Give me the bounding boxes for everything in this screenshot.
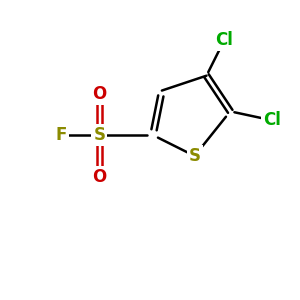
- Text: O: O: [92, 168, 106, 186]
- Text: Cl: Cl: [215, 31, 233, 49]
- Text: F: F: [55, 126, 67, 144]
- Text: S: S: [94, 126, 106, 144]
- Text: Cl: Cl: [263, 111, 281, 129]
- Text: O: O: [92, 85, 106, 103]
- Text: S: S: [189, 147, 201, 165]
